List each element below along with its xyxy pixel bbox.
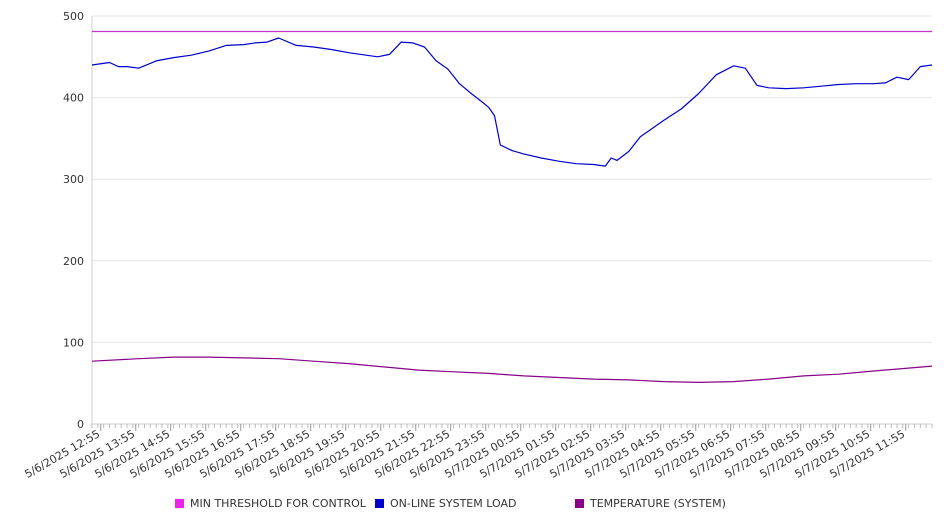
- y-tick-label: 300: [63, 173, 84, 186]
- series-line-temperature: [91, 356, 933, 383]
- y-tick-label: 100: [63, 336, 84, 349]
- legend: MIN THRESHOLD FOR CONTROL ON-LINE SYSTEM…: [0, 497, 946, 517]
- axes: [91, 16, 932, 425]
- legend-item-temperature: TEMPERATURE (SYSTEM): [575, 497, 726, 510]
- legend-swatch-system-load: [375, 499, 384, 508]
- y-axis-ticks: 0 100 200 300 400 500: [63, 10, 84, 431]
- grid-lines: [92, 15, 932, 343]
- y-tick-label: 0: [77, 418, 84, 431]
- legend-label-temperature: TEMPERATURE (SYSTEM): [590, 497, 726, 510]
- series-lines: [91, 30, 933, 383]
- legend-label-min-threshold: MIN THRESHOLD FOR CONTROL: [190, 497, 366, 510]
- legend-label-system-load: ON-LINE SYSTEM LOAD: [390, 497, 517, 510]
- legend-item-system-load: ON-LINE SYSTEM LOAD: [375, 497, 516, 510]
- y-tick-label: 400: [63, 92, 84, 105]
- legend-swatch-temperature: [575, 499, 584, 508]
- x-axis-ticks: 5/6/2025 12:555/6/2025 13:555/6/2025 14:…: [22, 424, 933, 481]
- legend-item-min-threshold: MIN THRESHOLD FOR CONTROL: [175, 497, 366, 510]
- legend-swatch-min-threshold: [175, 499, 184, 508]
- y-tick-label: 500: [63, 10, 84, 23]
- y-tick-label: 200: [63, 255, 84, 268]
- series-line-system-load: [91, 37, 933, 167]
